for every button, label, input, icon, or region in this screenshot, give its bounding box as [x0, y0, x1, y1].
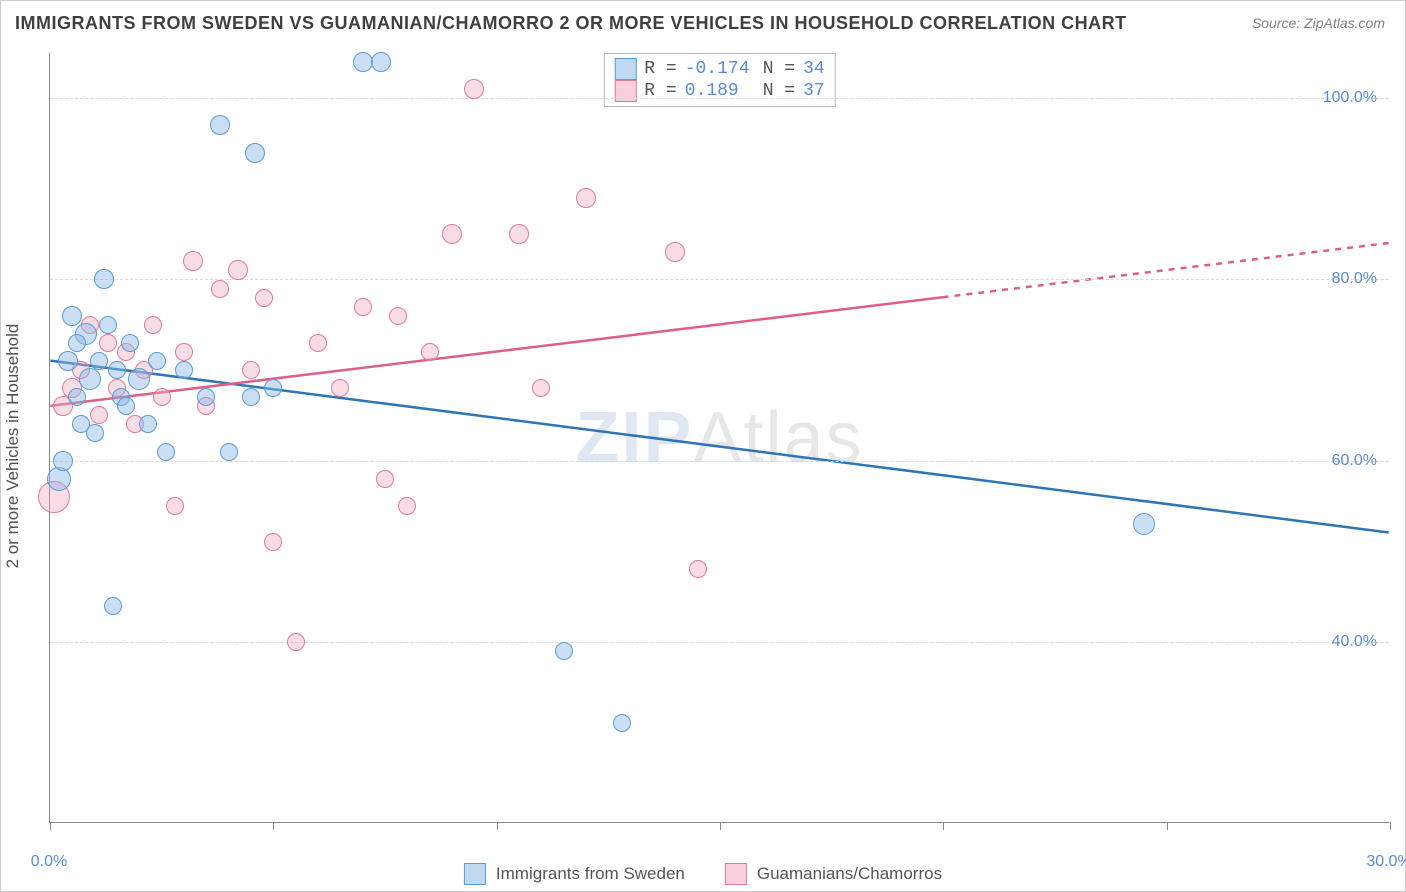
watermark: ZIPAtlas — [575, 397, 863, 479]
gridline-h — [50, 98, 1389, 99]
data-point-blue — [210, 115, 230, 135]
x-tick-label: 30.0% — [1366, 853, 1406, 871]
data-point-blue — [121, 334, 139, 352]
plot-area: ZIPAtlas R =-0.174N =34R = 0.189N =37 40… — [49, 53, 1389, 823]
gridline-h — [50, 461, 1389, 462]
data-point-pink — [464, 79, 484, 99]
legend-n-value: 34 — [803, 59, 825, 79]
data-point-pink — [509, 224, 529, 244]
legend-bottom: Immigrants from Sweden Guamanians/Chamorr… — [464, 863, 942, 885]
data-point-pink — [264, 533, 282, 551]
data-point-blue — [148, 352, 166, 370]
data-point-blue — [371, 52, 391, 72]
legend-series-label: Guamanians/Chamorros — [757, 864, 942, 884]
data-point-pink — [442, 224, 462, 244]
legend-swatch — [725, 863, 747, 885]
data-point-blue — [99, 316, 117, 334]
legend-stats-row: R = -0.174 N = 34 — [614, 58, 824, 80]
x-tick — [943, 822, 944, 830]
legend-series-label: Immigrants from Sweden — [496, 864, 685, 884]
legend-bottom-item: Guamanians/Chamorros — [725, 863, 942, 885]
chart-container: { "title": "IMMIGRANTS FROM SWEDEN VS GU… — [0, 0, 1406, 892]
data-point-pink — [242, 361, 260, 379]
x-tick — [50, 822, 51, 830]
x-tick — [720, 822, 721, 830]
data-point-blue — [175, 361, 193, 379]
legend-r-value: -0.174 — [685, 59, 755, 79]
legend-swatch — [614, 58, 636, 80]
data-point-pink — [287, 633, 305, 651]
legend-r-label: R = — [644, 59, 676, 79]
data-point-pink — [309, 334, 327, 352]
data-point-blue — [94, 269, 114, 289]
data-point-blue — [108, 361, 126, 379]
data-point-pink — [255, 289, 273, 307]
legend-swatch — [464, 863, 486, 885]
legend-bottom-item: Immigrants from Sweden — [464, 863, 685, 885]
trend-lines-svg — [50, 53, 1389, 822]
y-axis-label: 2 or more Vehicles in Household — [3, 324, 23, 569]
data-point-pink — [144, 316, 162, 334]
data-point-pink — [389, 307, 407, 325]
data-point-blue — [613, 714, 631, 732]
data-point-blue — [1133, 513, 1155, 535]
data-point-pink — [90, 406, 108, 424]
data-point-pink — [211, 280, 229, 298]
chart-title: IMMIGRANTS FROM SWEDEN VS GUAMANIAN/CHAM… — [15, 13, 1127, 34]
data-point-blue — [555, 642, 573, 660]
data-point-blue — [58, 351, 78, 371]
x-tick — [273, 822, 274, 830]
y-tick-label: 60.0% — [1332, 452, 1377, 470]
data-point-blue — [47, 467, 71, 491]
data-point-pink — [166, 497, 184, 515]
gridline-h — [50, 279, 1389, 280]
data-point-blue — [245, 143, 265, 163]
data-point-pink — [665, 242, 685, 262]
x-tick-label: 0.0% — [31, 853, 67, 871]
data-point-blue — [90, 352, 108, 370]
data-point-blue — [139, 415, 157, 433]
data-point-pink — [183, 251, 203, 271]
x-tick — [1167, 822, 1168, 830]
trend-line — [943, 243, 1389, 297]
data-point-blue — [68, 334, 86, 352]
data-point-pink — [689, 560, 707, 578]
data-point-blue — [53, 451, 73, 471]
data-point-blue — [79, 368, 101, 390]
data-point-pink — [354, 298, 372, 316]
data-point-pink — [376, 470, 394, 488]
source-attribution: Source: ZipAtlas.com — [1252, 15, 1385, 31]
y-tick-label: 100.0% — [1323, 89, 1377, 107]
data-point-blue — [220, 443, 238, 461]
data-point-pink — [532, 379, 550, 397]
watermark-zip: ZIP — [575, 398, 693, 478]
data-point-blue — [128, 368, 150, 390]
data-point-pink — [153, 388, 171, 406]
data-point-blue — [242, 388, 260, 406]
data-point-blue — [62, 306, 82, 326]
data-point-pink — [331, 379, 349, 397]
data-point-pink — [228, 260, 248, 280]
data-point-pink — [99, 334, 117, 352]
gridline-h — [50, 642, 1389, 643]
data-point-pink — [421, 343, 439, 361]
data-point-pink — [175, 343, 193, 361]
data-point-blue — [68, 388, 86, 406]
data-point-blue — [197, 388, 215, 406]
data-point-blue — [264, 379, 282, 397]
watermark-atlas: Atlas — [693, 398, 863, 478]
data-point-blue — [86, 424, 104, 442]
data-point-pink — [576, 188, 596, 208]
trend-line — [50, 361, 1388, 533]
y-tick-label: 80.0% — [1332, 270, 1377, 288]
data-point-blue — [104, 597, 122, 615]
y-tick-label: 40.0% — [1332, 633, 1377, 651]
x-tick — [497, 822, 498, 830]
data-point-pink — [398, 497, 416, 515]
data-point-blue — [157, 443, 175, 461]
legend-n-label: N = — [763, 59, 795, 79]
data-point-blue — [117, 397, 135, 415]
x-tick — [1390, 822, 1391, 830]
